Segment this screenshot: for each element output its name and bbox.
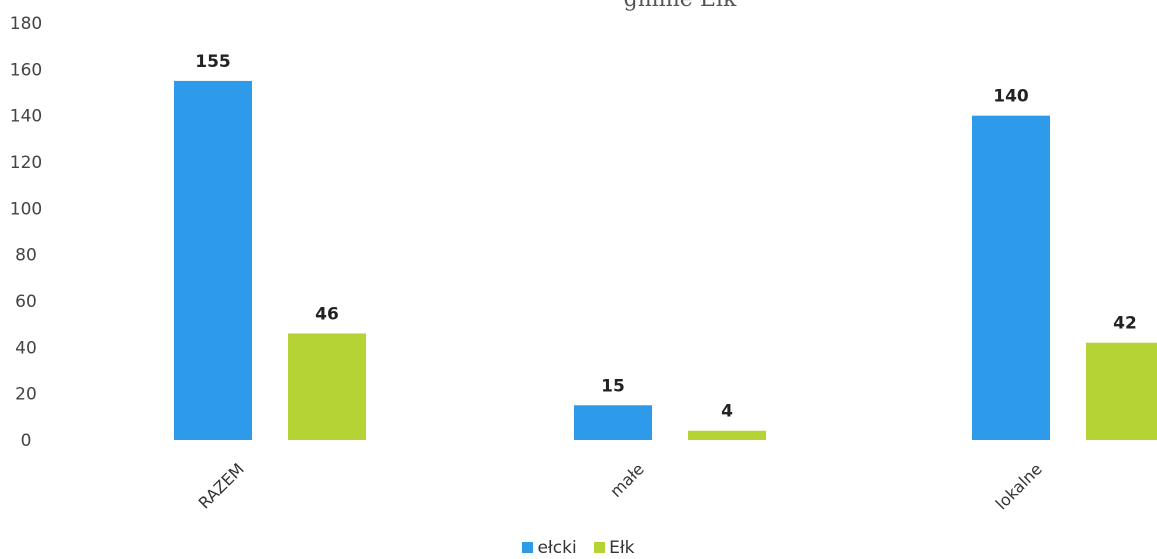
y-tick-label: 180: [10, 14, 42, 34]
x-tick-label: lokalne: [992, 459, 1046, 513]
legend-label-elk: Ełk: [609, 538, 635, 558]
data-label: 46: [315, 304, 339, 324]
y-tick-label: 160: [10, 60, 42, 80]
y-tick-label: 80: [15, 246, 37, 266]
legend: ełcki Ełk: [0, 538, 1157, 558]
y-tick-label: 0: [21, 431, 32, 451]
x-tick-label: małe: [606, 459, 648, 501]
legend-swatch-elk: [594, 542, 606, 553]
bar-lokalne-ełcki: [972, 115, 1050, 441]
data-label: 15: [601, 376, 625, 396]
data-label: 4: [721, 402, 733, 422]
legend-item-elcki: ełcki: [522, 538, 577, 558]
bar-RAZEM-Ełk: [288, 333, 366, 440]
data-label: 155: [195, 52, 231, 72]
data-label: 140: [993, 87, 1029, 107]
legend-item-elk: Ełk: [594, 538, 635, 558]
bar-lokalne-Ełk: [1086, 342, 1157, 440]
x-tick-label: RAZEM: [195, 459, 248, 512]
bar-małe-Ełk: [688, 430, 766, 440]
bars: [174, 80, 1157, 441]
y-tick-label: 40: [15, 338, 37, 358]
y-tick-label: 120: [10, 153, 42, 173]
chart-title: gmine Ełk: [624, 0, 737, 12]
x-axis: RAZEM małe lokalne: [195, 459, 1046, 513]
data-label: 42: [1113, 314, 1137, 334]
bar-małe-ełcki: [574, 405, 652, 440]
data-labels: 155 46 15 4 140 42: [195, 52, 1137, 422]
y-tick-label: 20: [15, 385, 37, 405]
y-tick-label: 60: [15, 292, 37, 312]
y-tick-label: 140: [10, 107, 42, 127]
bar-RAZEM-ełcki: [174, 80, 252, 441]
y-axis: 0 20 40 60 80 100 120 140 160 180: [10, 14, 42, 451]
legend-swatch-elcki: [522, 542, 534, 553]
legend-label-elcki: ełcki: [537, 538, 577, 558]
y-tick-label: 100: [10, 199, 42, 219]
